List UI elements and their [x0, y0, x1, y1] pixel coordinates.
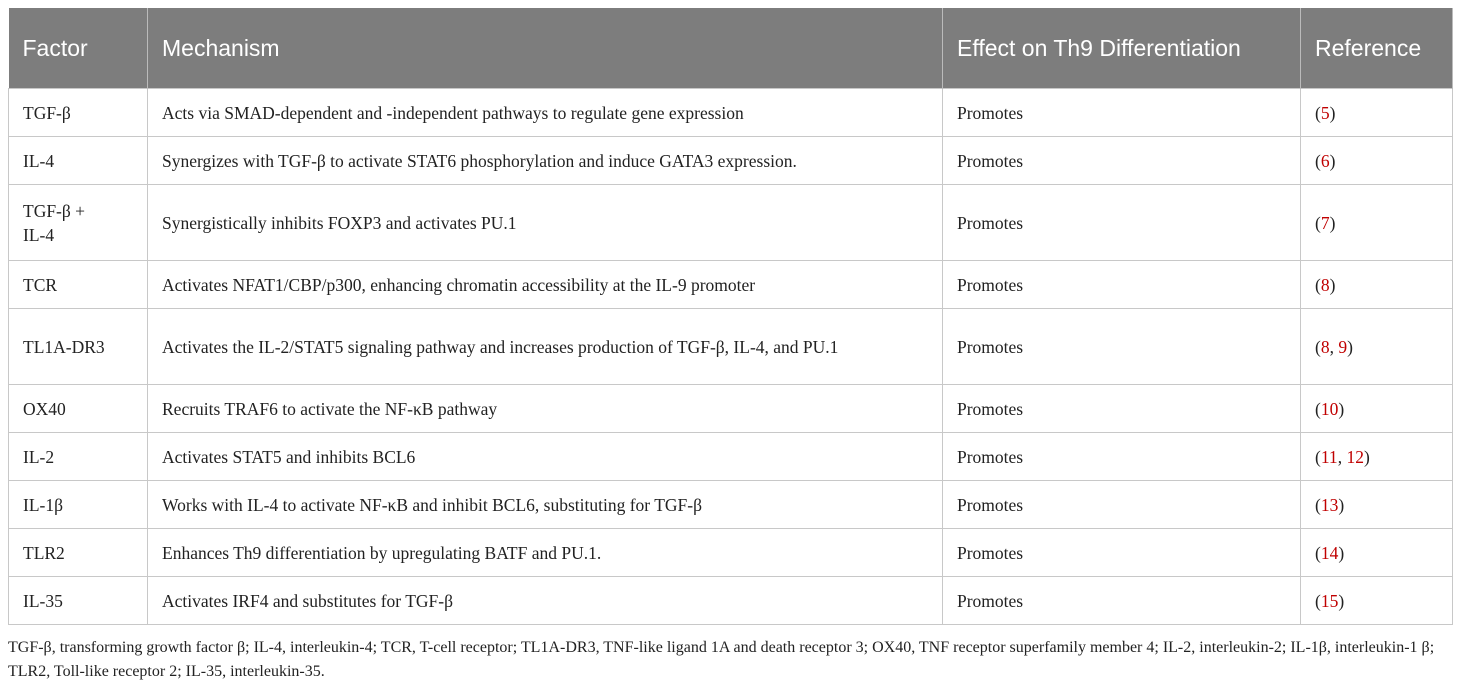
table-cell: Activates the IL-2/STAT5 signaling pathw… [147, 308, 943, 385]
header-cell: Factor [8, 8, 148, 89]
reference-cell: (6) [1300, 136, 1453, 185]
footnote: TGF-β, transforming growth factor β; IL-… [8, 639, 1435, 680]
table-row: TGF-β Acts via SMAD-dependent and -indepe… [8, 88, 1453, 137]
header-row: Factor Mechanism Effect on Th9 Differentia… [8, 8, 1453, 89]
table-wrap: Factor Mechanism Effect on Th9 Differentia… [8, 8, 1453, 625]
table-cell: Activates NFAT1/CBP/p300, enhancing chro… [147, 260, 943, 309]
table-cell: IL-1β [8, 480, 148, 529]
table-cell: Promotes [942, 88, 1301, 137]
table-cell: TCR [8, 260, 148, 309]
header-cell: Reference [1300, 8, 1453, 89]
table-cell: TGF-β [8, 88, 148, 137]
table-row: IL-2 Activates STAT5 and inhibits BCL6 Pro… [8, 432, 1453, 481]
table-row: OX40 Recruits TRAF6 to activate the NF-κB… [8, 384, 1453, 433]
table-body: TGF-β Acts via SMAD-dependent and -indepe… [8, 88, 1453, 625]
reference-cell: (14) [1300, 528, 1453, 577]
reference-cell: (8, 9) [1300, 308, 1453, 385]
table-cell: IL-4 [8, 136, 148, 185]
table-cell: Synergizes with TGF-β to activate STAT6 … [147, 136, 943, 185]
table-row: TCR Activates NFAT1/CBP/p300, enhancing c… [8, 260, 1453, 309]
table-cell: IL-2 [8, 432, 148, 481]
table-cell: Recruits TRAF6 to activate the NF-κB pat… [147, 384, 943, 433]
reference-cell: (15) [1300, 576, 1453, 625]
header-cell: Mechanism [147, 8, 943, 89]
table-cell: TL1A-DR3 [8, 308, 148, 385]
table-cell: Enhances Th9 differentiation by upregula… [147, 528, 943, 577]
table-row: IL-1β Works with IL-4 to activate NF-κB a… [8, 480, 1453, 529]
table-row: IL-4 Synergizes with TGF-β to activate ST… [8, 136, 1453, 185]
reference-cell: (5) [1300, 88, 1453, 137]
header-cell: Effect on Th9 Differentiation [942, 8, 1301, 89]
table-cell: Activates IRF4 and substitutes for TGF-β [147, 576, 943, 625]
table-cell: Promotes [942, 480, 1301, 529]
reference-cell: (13) [1300, 480, 1453, 529]
table-cell: TLR2 [8, 528, 148, 577]
reference-cell: (7) [1300, 184, 1453, 261]
table-cell: OX40 [8, 384, 148, 433]
table-cell: Promotes [942, 136, 1301, 185]
reference-cell: (10) [1300, 384, 1453, 433]
table-row: TLR2 Enhances Th9 differentiation by upre… [8, 528, 1453, 577]
table-cell: Promotes [942, 308, 1301, 385]
table-cell: Promotes [942, 432, 1301, 481]
table-cell: Activates STAT5 and inhibits BCL6 [147, 432, 943, 481]
reference-cell: (8) [1300, 260, 1453, 309]
table-cell: Works with IL-4 to activate NF-κB and in… [147, 480, 943, 529]
table-cell: Promotes [942, 576, 1301, 625]
reference-cell: (11, 12) [1300, 432, 1453, 481]
table-cell: Promotes [942, 384, 1301, 433]
table-cell: Promotes [942, 184, 1301, 261]
table-cell: Promotes [942, 260, 1301, 309]
table-cell: Acts via SMAD-dependent and -independent… [147, 88, 943, 137]
table: Factor Mechanism Effect on Th9 Differentia… [8, 8, 1453, 625]
table-cell: Synergistically inhibits FOXP3 and activ… [147, 184, 943, 261]
table-cell: Promotes [942, 528, 1301, 577]
table-cell: IL-35 [8, 576, 148, 625]
table-row: IL-35 Activates IRF4 and substitutes for … [8, 576, 1453, 625]
table-cell: TGF-β + IL-4 [8, 184, 148, 261]
table-row: TL1A-DR3 Activates the IL-2/STAT5 signali… [8, 308, 1453, 385]
table-row: TGF-β + IL-4 Synergistically inhibits FOX… [8, 184, 1453, 261]
